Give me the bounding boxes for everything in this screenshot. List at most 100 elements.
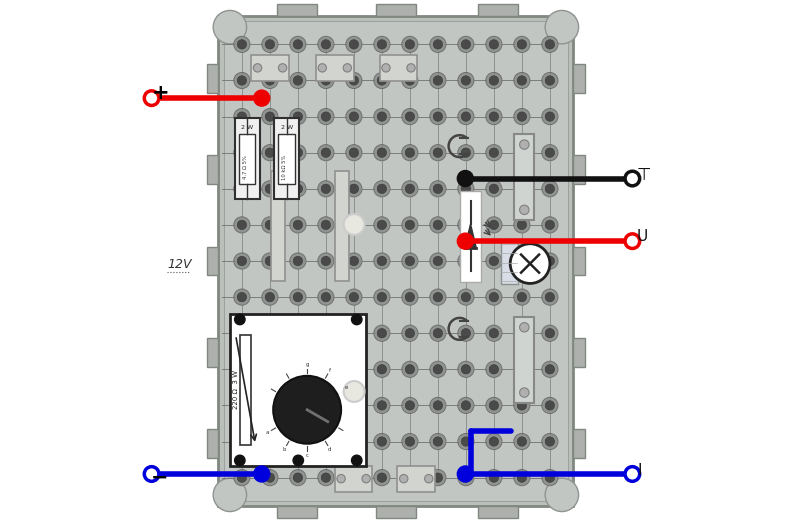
Circle shape: [346, 181, 362, 197]
Circle shape: [489, 40, 499, 49]
Circle shape: [261, 289, 278, 305]
Circle shape: [402, 145, 418, 161]
Circle shape: [517, 76, 527, 85]
Bar: [573, 429, 585, 458]
Bar: [514, 317, 534, 403]
Circle shape: [374, 37, 390, 53]
Circle shape: [542, 289, 558, 305]
Circle shape: [238, 256, 246, 266]
Bar: [460, 191, 481, 282]
Circle shape: [399, 474, 408, 483]
Bar: [224, 21, 568, 501]
Circle shape: [461, 112, 470, 121]
Circle shape: [457, 253, 474, 269]
Circle shape: [514, 145, 530, 161]
Circle shape: [434, 437, 442, 446]
Circle shape: [293, 401, 303, 410]
Circle shape: [405, 256, 414, 266]
Circle shape: [405, 40, 414, 49]
Circle shape: [290, 217, 306, 233]
Circle shape: [374, 217, 390, 233]
Circle shape: [349, 401, 359, 410]
Circle shape: [290, 181, 306, 197]
Circle shape: [265, 148, 275, 158]
Circle shape: [321, 437, 331, 446]
Circle shape: [261, 253, 278, 269]
Circle shape: [261, 217, 278, 233]
Circle shape: [374, 181, 390, 197]
Circle shape: [402, 397, 418, 413]
Circle shape: [377, 112, 387, 121]
Circle shape: [253, 64, 261, 72]
Circle shape: [520, 388, 529, 397]
Circle shape: [489, 256, 499, 266]
Circle shape: [234, 145, 250, 161]
Bar: [207, 247, 218, 276]
Circle shape: [234, 361, 250, 377]
Circle shape: [321, 220, 331, 230]
Circle shape: [425, 474, 433, 483]
Circle shape: [321, 292, 331, 302]
Circle shape: [489, 328, 499, 338]
Text: e: e: [345, 385, 348, 389]
Circle shape: [457, 289, 474, 305]
Circle shape: [349, 220, 359, 230]
Circle shape: [542, 109, 558, 125]
Bar: [234, 118, 260, 199]
Bar: [398, 466, 435, 492]
Circle shape: [261, 433, 278, 449]
Circle shape: [290, 37, 306, 53]
Circle shape: [430, 361, 446, 377]
Circle shape: [265, 292, 275, 302]
Bar: [207, 338, 218, 367]
Circle shape: [374, 325, 390, 341]
Circle shape: [402, 470, 418, 485]
Circle shape: [486, 109, 502, 125]
Circle shape: [520, 140, 529, 149]
Circle shape: [234, 470, 250, 485]
Circle shape: [514, 433, 530, 449]
Text: +: +: [152, 83, 170, 103]
Circle shape: [321, 40, 331, 49]
Circle shape: [486, 181, 502, 197]
Circle shape: [346, 217, 362, 233]
Bar: [218, 16, 573, 506]
Circle shape: [238, 220, 246, 230]
Circle shape: [461, 401, 470, 410]
Circle shape: [238, 364, 246, 374]
Circle shape: [344, 381, 364, 402]
Circle shape: [290, 325, 306, 341]
Circle shape: [457, 470, 474, 485]
Circle shape: [542, 433, 558, 449]
Circle shape: [457, 361, 474, 377]
Bar: [251, 55, 289, 81]
Circle shape: [265, 184, 275, 194]
Circle shape: [321, 184, 331, 194]
Circle shape: [486, 433, 502, 449]
Circle shape: [346, 109, 362, 125]
Circle shape: [318, 253, 334, 269]
Circle shape: [402, 37, 418, 53]
Circle shape: [486, 325, 502, 341]
Circle shape: [405, 148, 414, 158]
Circle shape: [265, 401, 275, 410]
Circle shape: [234, 455, 245, 466]
Circle shape: [337, 474, 345, 483]
Bar: [573, 156, 585, 184]
Circle shape: [346, 470, 362, 485]
Circle shape: [545, 401, 555, 410]
Circle shape: [377, 437, 387, 446]
Circle shape: [458, 467, 473, 481]
Circle shape: [290, 109, 306, 125]
Circle shape: [293, 112, 303, 121]
Text: 2 W: 2 W: [281, 125, 292, 130]
Bar: [240, 335, 251, 445]
Circle shape: [489, 112, 499, 121]
Circle shape: [293, 184, 303, 194]
Text: I: I: [637, 464, 642, 478]
Circle shape: [374, 470, 390, 485]
Circle shape: [545, 256, 555, 266]
Circle shape: [374, 145, 390, 161]
Polygon shape: [465, 224, 477, 248]
Bar: [230, 314, 366, 466]
